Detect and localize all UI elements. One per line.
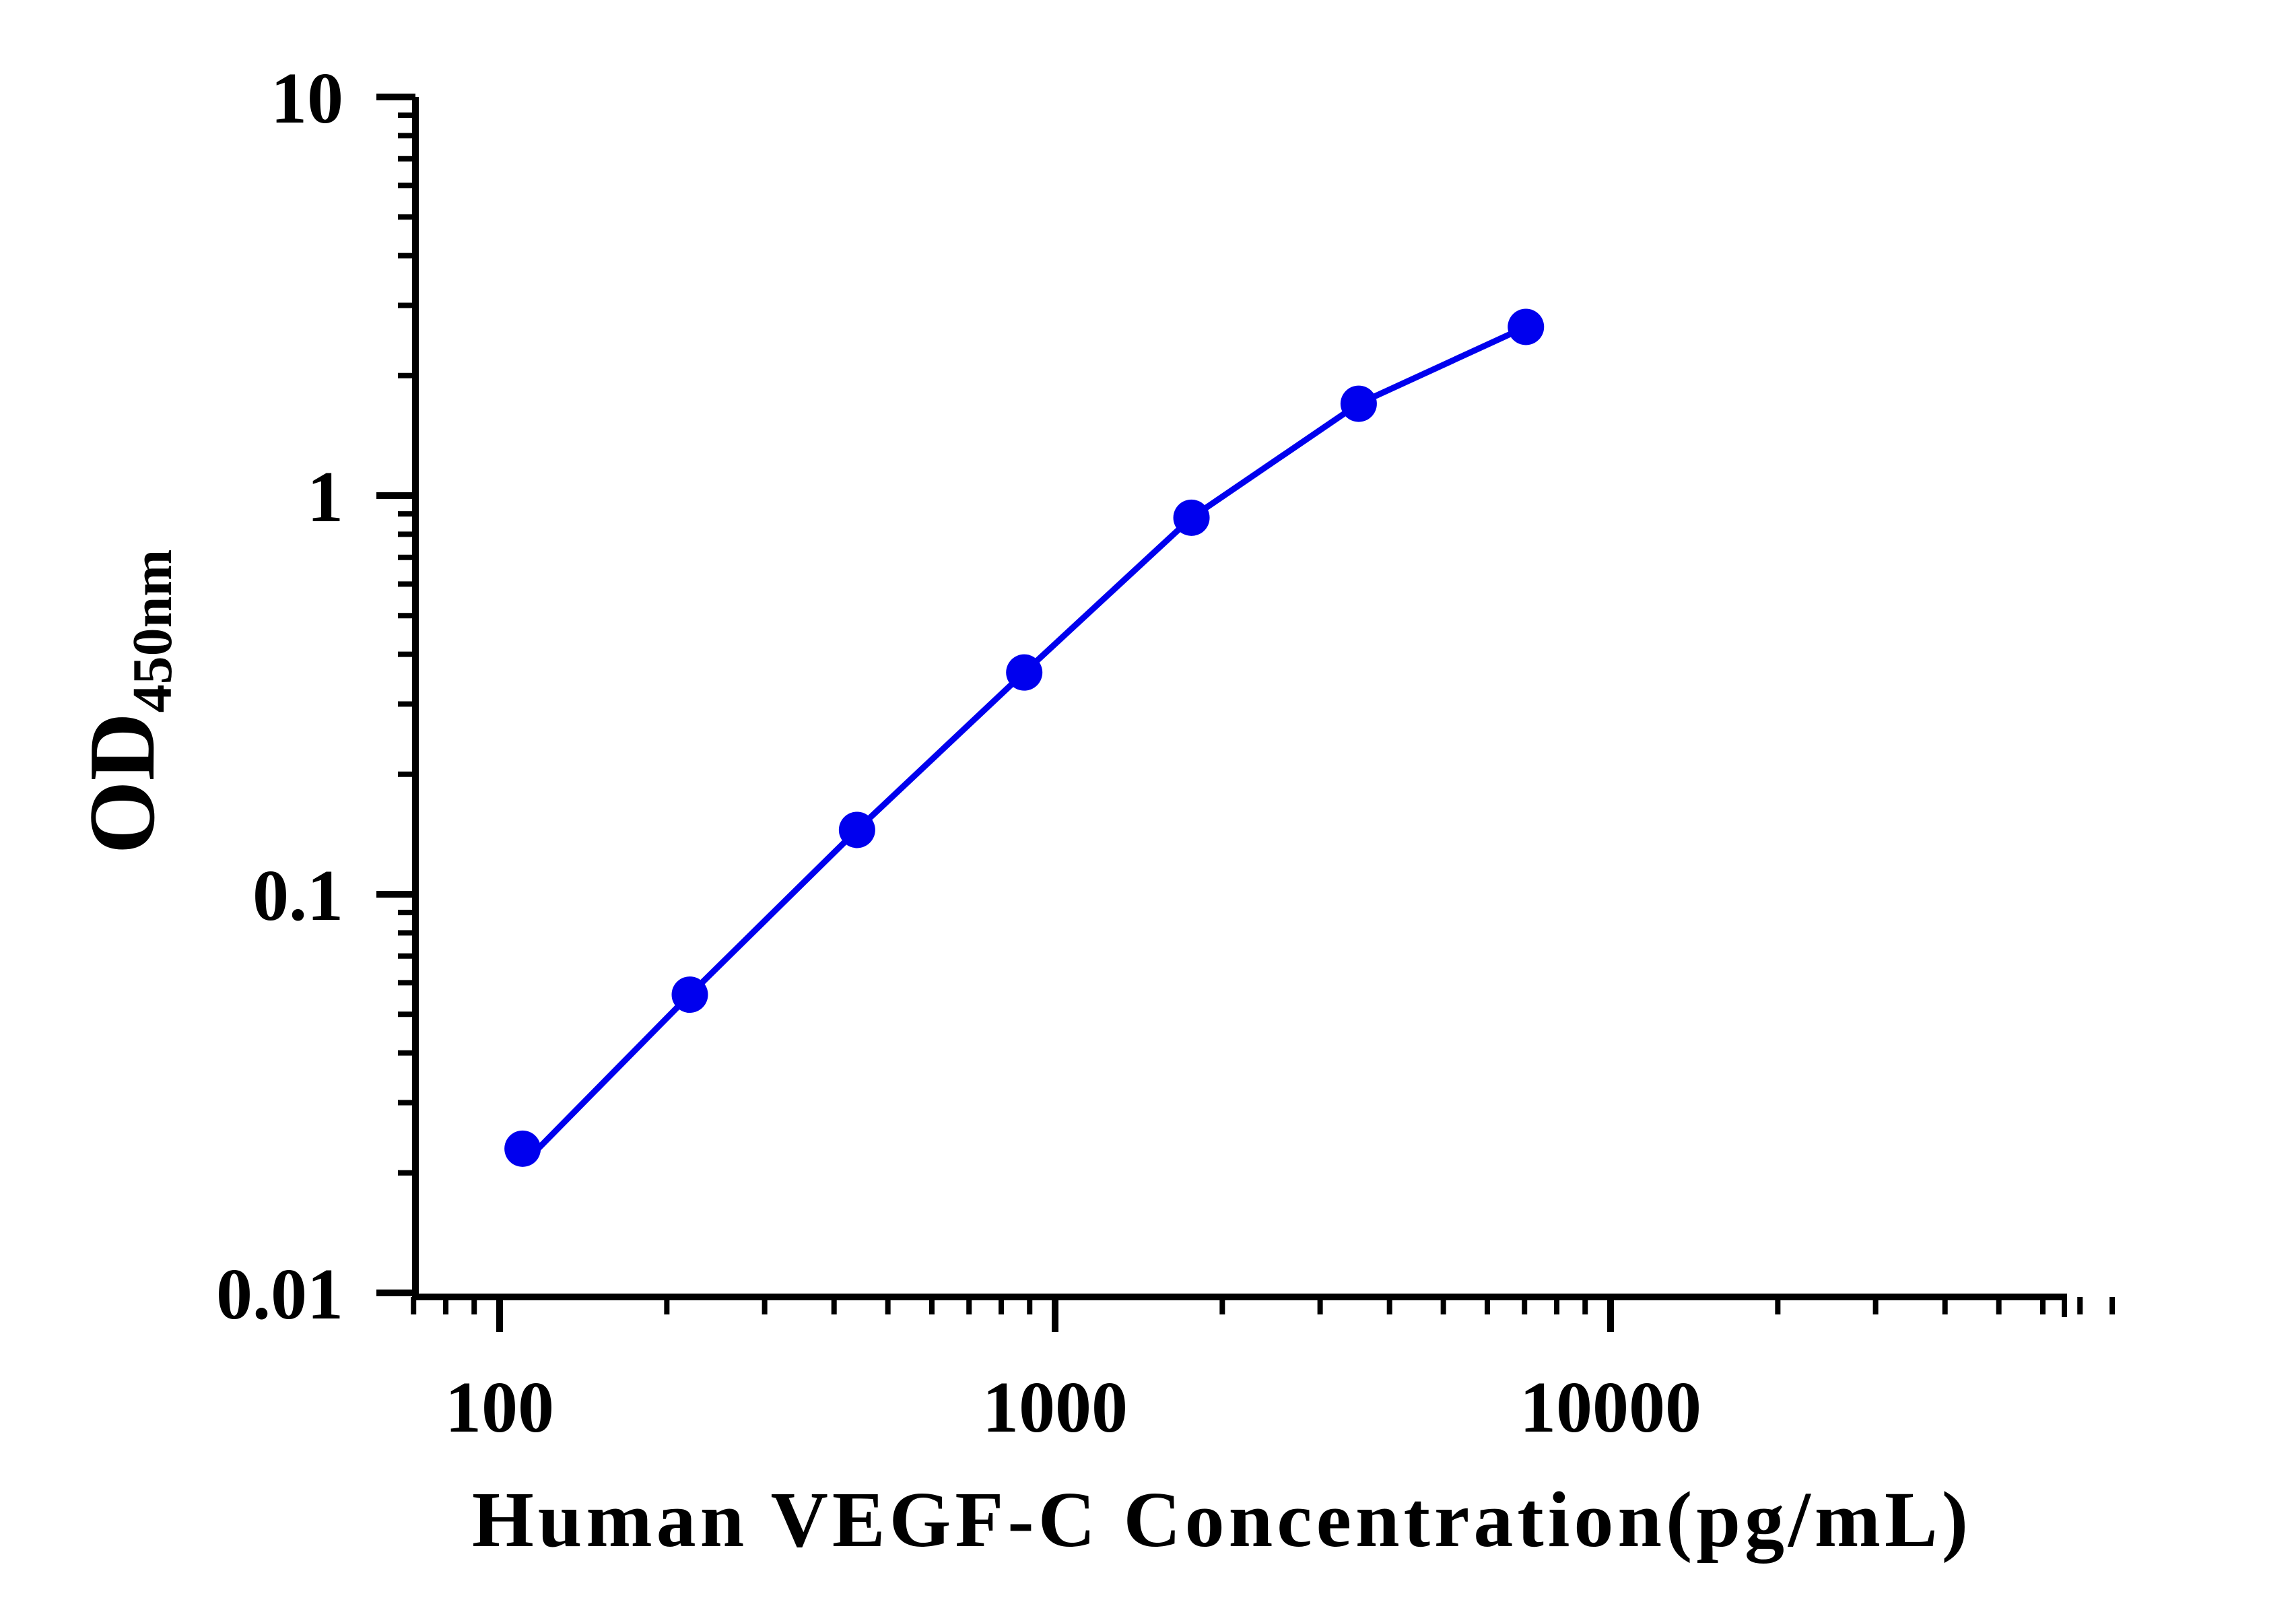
plot-area bbox=[504, 308, 1545, 1167]
y-tick-label: 1 bbox=[307, 457, 343, 537]
x-axis-title: Human VEGF-C Concentration(pg/mL) bbox=[472, 1475, 1972, 1564]
data-point bbox=[504, 1130, 541, 1167]
series-line bbox=[520, 324, 1528, 1167]
y-axis-title-main: OD bbox=[70, 712, 174, 854]
x-tick-label: 10000 bbox=[1520, 1368, 1701, 1448]
data-point bbox=[1508, 308, 1545, 345]
y-tick-label: 10 bbox=[271, 59, 343, 139]
x-axis: 100 1000 10000 bbox=[411, 1294, 2116, 1448]
data-point bbox=[1173, 499, 1210, 536]
data-point bbox=[838, 811, 875, 848]
x-tick-label: 1000 bbox=[982, 1368, 1128, 1448]
y-axis-title-subscript: 450nm bbox=[121, 549, 184, 713]
data-point bbox=[1340, 385, 1377, 422]
y-tick-label: 0.1 bbox=[252, 856, 343, 936]
data-point bbox=[671, 976, 708, 1013]
y-axis: 0.01 0.1 1 10 bbox=[216, 59, 419, 1335]
data-point bbox=[1006, 654, 1043, 691]
y-tick-label: 0.01 bbox=[216, 1255, 343, 1335]
x-tick-label: 100 bbox=[445, 1368, 554, 1448]
y-axis-title: OD450nm bbox=[70, 549, 184, 855]
